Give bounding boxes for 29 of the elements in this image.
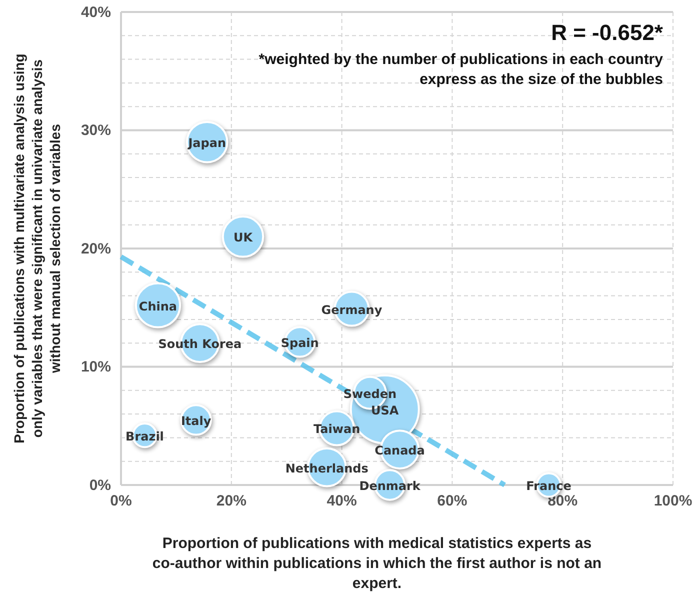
series-label: Brazil	[126, 429, 164, 444]
y-tick-label: 30%	[80, 122, 111, 140]
y-tick-label: 10%	[80, 358, 111, 376]
series-label: Taiwan	[314, 422, 360, 436]
series-label: Germany	[321, 302, 382, 317]
series-label: Japan	[187, 136, 226, 150]
annotation: *weighted by the number of publications in each country express as the size of the bubbles	[258, 51, 664, 88]
annotation: R = -0.652*	[551, 20, 664, 45]
series-label: USA	[371, 403, 400, 418]
series-label: Netherlands	[285, 461, 368, 476]
y-tick-label: 0%	[89, 476, 111, 494]
x-axis-title: Proportion of publications with medical statistics experts as co-author within publications in which the first author is not an expert.	[152, 535, 602, 592]
y-axis-title: Proportion of publications with multivariate analysis using only variables that were significant in univariate analysis without manual selection of variables	[11, 54, 63, 444]
series-label: Spain	[280, 336, 319, 350]
series-label: Denmark	[359, 479, 422, 493]
x-tick-label: 60%	[437, 492, 468, 510]
y-tick-label: 20%	[80, 240, 111, 258]
series-label: Italy	[180, 414, 212, 428]
series-label: Canada	[374, 444, 425, 458]
series-label: Sweden	[343, 386, 397, 401]
series-label: UK	[233, 230, 254, 245]
x-tick-label: 0%	[110, 492, 132, 510]
x-tick-label: 40%	[326, 492, 357, 510]
y-tick-label: 40%	[80, 4, 111, 21]
x-tick-label: 100%	[654, 492, 692, 510]
x-tick-label: 20%	[216, 492, 246, 510]
series-label: China	[138, 299, 178, 314]
series-label: France	[526, 479, 572, 493]
series-label: South Korea	[158, 337, 242, 352]
